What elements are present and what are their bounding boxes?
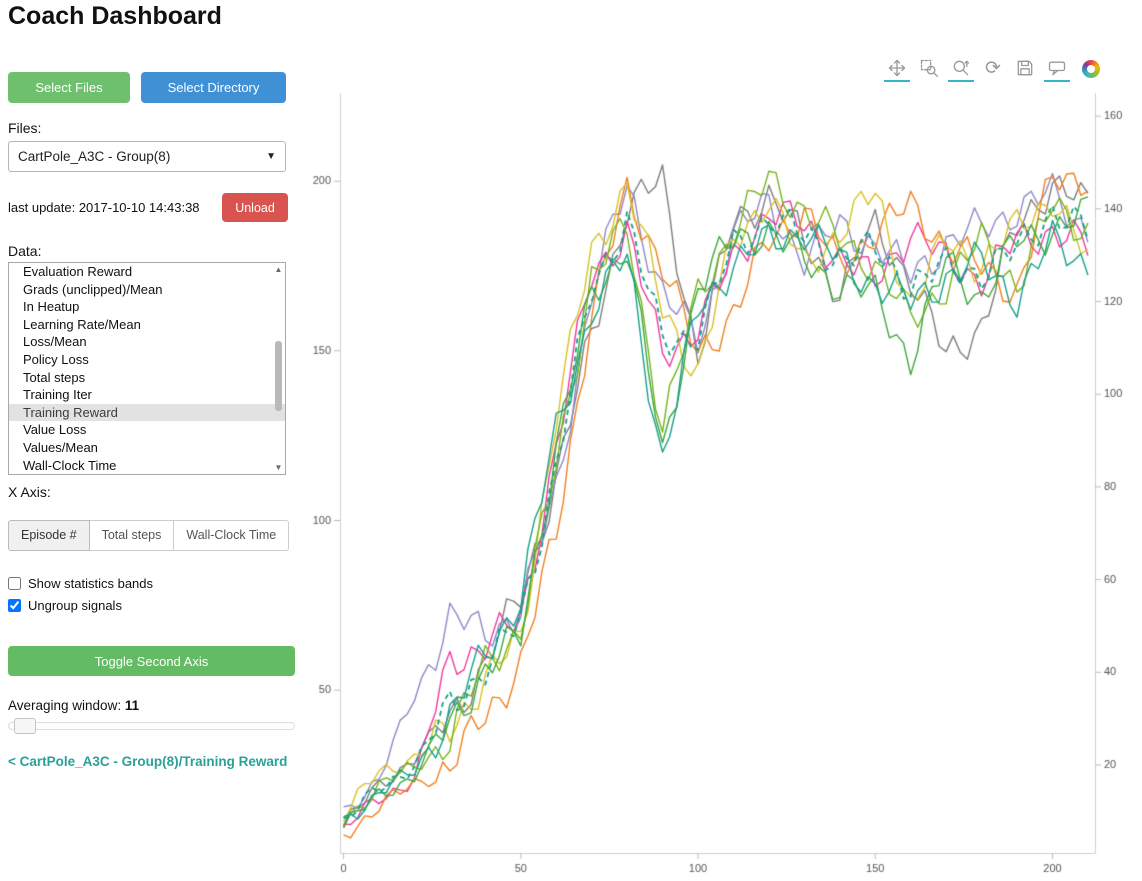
files-label: Files:: [8, 120, 42, 136]
reset-icon[interactable]: ⟳: [985, 57, 1001, 79]
averaging-window-value: 11: [124, 698, 140, 713]
last-update-text: last update: 2017-10-10 14:43:38: [8, 200, 200, 215]
list-item[interactable]: Learning Rate/Mean: [23, 316, 141, 332]
list-item[interactable]: Total steps: [23, 369, 86, 385]
files-select[interactable]: CartPole_A3C - Group(8) ▼: [8, 141, 286, 172]
page-title: Coach Dashboard: [8, 2, 222, 30]
wheel-zoom-icon[interactable]: [948, 56, 974, 82]
hover-icon[interactable]: [1044, 56, 1070, 82]
tab-total-steps[interactable]: Total steps: [89, 520, 175, 551]
scrollbar-thumb[interactable]: [275, 341, 282, 411]
pan-icon[interactable]: [884, 56, 910, 82]
list-item[interactable]: Wall-Clock Time: [23, 457, 117, 473]
x-axis-button-group: Episode # Total steps Wall-Clock Time: [8, 520, 290, 551]
bokeh-toolbar: ⟳: [884, 56, 1100, 82]
select-files-button[interactable]: Select Files: [8, 72, 130, 103]
listbox-scrollbar[interactable]: ▲ ▼: [272, 263, 285, 474]
list-item[interactable]: In Heatup: [23, 299, 80, 315]
breadcrumb-link[interactable]: < CartPole_A3C - Group(8)/Training Rewar…: [8, 754, 288, 769]
training-reward-chart[interactable]: [300, 48, 1135, 881]
ungroup-signals-label: Ungroup signals: [28, 598, 122, 613]
tab-episode[interactable]: Episode #: [8, 520, 90, 551]
x-axis-label: X Axis:: [8, 484, 51, 500]
bokeh-logo-icon[interactable]: [1082, 60, 1100, 78]
show-statistics-bands-label: Show statistics bands: [28, 576, 154, 591]
toggle-second-axis-button[interactable]: Toggle Second Axis: [8, 646, 295, 676]
list-item[interactable]: Loss/Mean: [23, 334, 87, 350]
list-item[interactable]: Grads (unclipped)/Mean: [23, 281, 163, 297]
list-item-selected[interactable]: Training Reward: [9, 403, 285, 422]
box-zoom-icon[interactable]: [916, 56, 942, 82]
averaging-window-slider[interactable]: [8, 718, 295, 734]
show-statistics-bands-row: Show statistics bands: [8, 576, 153, 591]
ungroup-signals-checkbox[interactable]: [8, 599, 21, 612]
chart-area: ⟳: [300, 48, 1135, 881]
scroll-down-icon[interactable]: ▼: [274, 463, 283, 472]
tab-wall-clock-time[interactable]: Wall-Clock Time: [174, 520, 290, 551]
list-item[interactable]: Training Iter: [23, 387, 92, 403]
slider-handle[interactable]: [14, 718, 36, 734]
save-icon[interactable]: [1012, 56, 1038, 82]
list-item[interactable]: Values/Mean: [23, 439, 98, 455]
list-item[interactable]: Policy Loss: [23, 351, 89, 367]
scroll-up-icon[interactable]: ▲: [274, 265, 283, 274]
data-label: Data:: [8, 243, 42, 259]
files-select-value: CartPole_A3C - Group(8): [18, 149, 171, 164]
ungroup-signals-row: Ungroup signals: [8, 598, 122, 613]
averaging-window-label: Averaging window: 11: [8, 698, 140, 713]
list-item[interactable]: Value Loss: [23, 422, 87, 438]
list-item[interactable]: Evaluation Reward: [23, 264, 133, 279]
select-directory-button[interactable]: Select Directory: [141, 72, 286, 103]
unload-button[interactable]: Unload: [222, 193, 288, 222]
data-listbox[interactable]: Evaluation Reward Grads (unclipped)/Mean…: [8, 262, 286, 475]
show-statistics-bands-checkbox[interactable]: [8, 577, 21, 590]
chevron-down-icon: ▼: [266, 151, 276, 162]
